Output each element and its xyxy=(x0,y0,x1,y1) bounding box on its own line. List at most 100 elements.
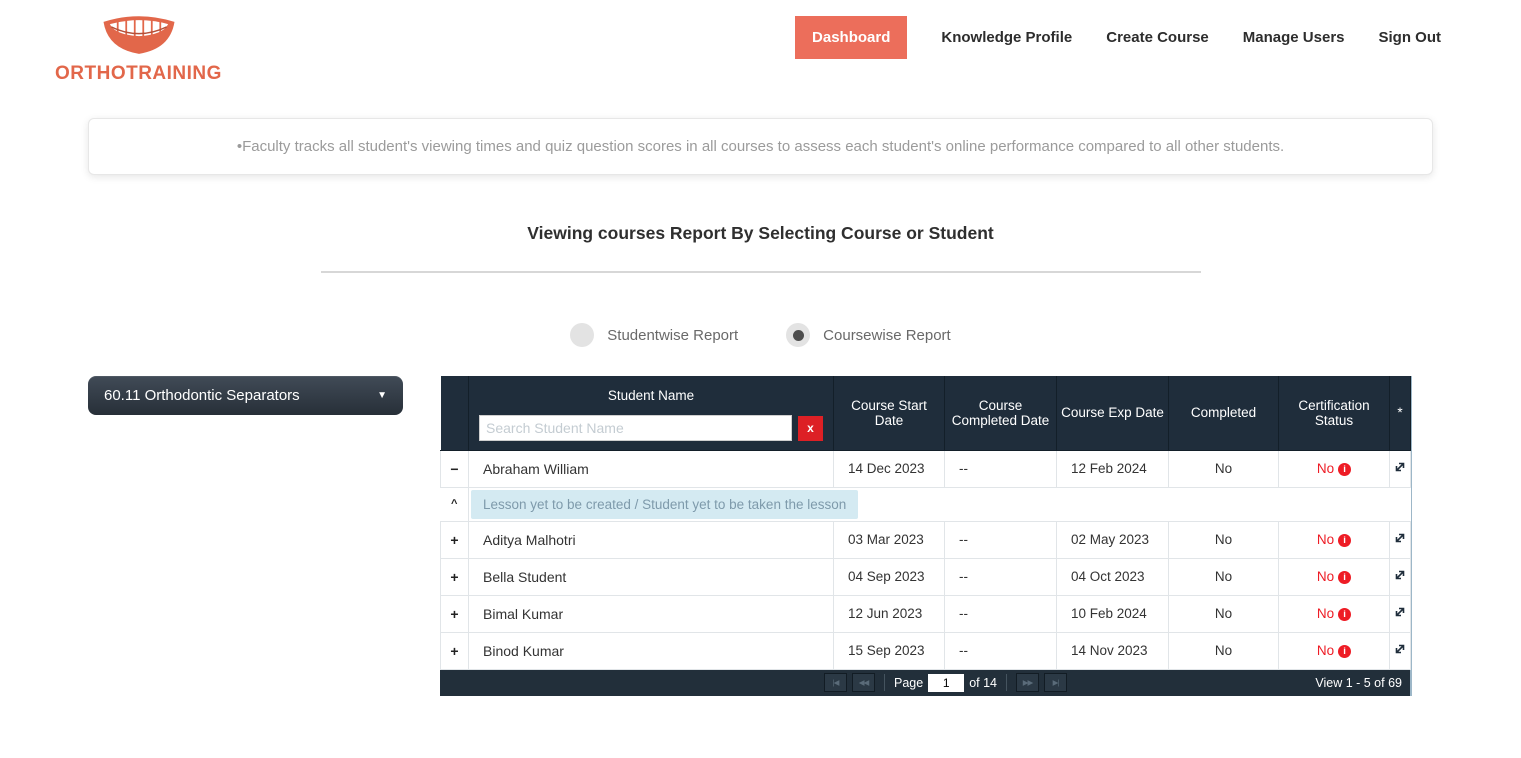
expanded-detail-row: ^ Lesson yet to be created / Student yet… xyxy=(440,486,1411,522)
course-start-date: 03 Mar 2023 xyxy=(833,520,945,559)
grid-pager: |◀ ◀◀ Page of 14 ▶▶ ▶| View 1 - 5 of 69 xyxy=(440,669,1410,696)
table-row: + Bella Student 04 Sep 2023 -- 04 Oct 20… xyxy=(440,557,1411,596)
smile-logo-icon xyxy=(55,12,185,61)
radio-coursewise-label: Coursewise Report xyxy=(823,326,951,344)
pager-view-range: View 1 - 5 of 69 xyxy=(1315,675,1402,690)
chevron-down-icon: ▼ xyxy=(377,390,387,401)
info-icon[interactable]: i xyxy=(1338,607,1352,621)
page-title: Viewing courses Report By Selecting Cour… xyxy=(527,223,994,243)
completed-status: No xyxy=(1168,449,1279,488)
nav-knowledge-profile[interactable]: Knowledge Profile xyxy=(941,29,1073,46)
certification-status: No i xyxy=(1278,520,1390,559)
course-completed-date: -- xyxy=(944,631,1057,670)
radio-selected-icon[interactable] xyxy=(786,323,811,347)
course-start-date: 14 Dec 2023 xyxy=(833,449,945,488)
course-start-date: 12 Jun 2023 xyxy=(833,594,945,633)
completed-status: No xyxy=(1168,631,1279,670)
nav-dashboard[interactable]: Dashboard xyxy=(795,16,908,59)
course-exp-date: 12 Feb 2024 xyxy=(1056,449,1169,488)
student-name: Aditya Malhotri xyxy=(468,520,834,559)
course-start-date: 15 Sep 2023 xyxy=(833,631,945,670)
nav-create-course[interactable]: Create Course xyxy=(1106,29,1209,46)
brand-logo[interactable]: ORTHOTRAINING xyxy=(55,12,222,85)
main-nav: Dashboard Knowledge Profile Create Cours… xyxy=(795,16,1441,59)
header-course-exp-date: Course Exp Date xyxy=(1056,376,1169,451)
expand-row-button[interactable]: + xyxy=(440,594,469,633)
certification-status: No i xyxy=(1278,557,1390,596)
header-toggle-column xyxy=(440,376,469,451)
course-exp-date: 10 Feb 2024 xyxy=(1056,594,1169,633)
course-start-date: 04 Sep 2023 xyxy=(833,557,945,596)
info-banner-text: •Faculty tracks all student's viewing ti… xyxy=(236,138,1285,155)
pager-last-button[interactable]: ▶| xyxy=(1044,673,1068,692)
resize-arrows-icon xyxy=(1395,607,1405,617)
student-name: Abraham William xyxy=(468,449,834,488)
completed-status: No xyxy=(1168,557,1279,596)
course-completed-date: -- xyxy=(944,594,1057,633)
expand-detail-button[interactable] xyxy=(1389,449,1411,488)
course-exp-date: 02 May 2023 xyxy=(1056,520,1169,559)
student-name: Bella Student xyxy=(468,557,834,596)
report-body: 60.11 Orthodontic Separators ▼ Student N… xyxy=(0,376,1521,696)
collapse-row-button[interactable]: − xyxy=(440,449,469,488)
pager-page-input[interactable] xyxy=(928,673,965,692)
pager-first-button[interactable]: |◀ xyxy=(824,673,847,692)
expand-detail-button[interactable] xyxy=(1389,557,1411,596)
pager-prev-button[interactable]: ◀◀ xyxy=(852,673,875,692)
expand-detail-button[interactable] xyxy=(1389,594,1411,633)
table-row: − Abraham William 14 Dec 2023 -- 12 Feb … xyxy=(440,449,1411,488)
pager-controls: |◀ ◀◀ Page of 14 ▶▶ ▶| xyxy=(824,673,1068,692)
course-exp-date: 04 Oct 2023 xyxy=(1056,557,1169,596)
table-row: + Aditya Malhotri 03 Mar 2023 -- 02 May … xyxy=(440,520,1411,559)
brand-name: ORTHOTRAINING xyxy=(55,63,222,84)
expand-row-button[interactable]: + xyxy=(440,557,469,596)
resize-arrows-icon xyxy=(1395,644,1405,654)
pager-total-label: of 14 xyxy=(969,675,998,690)
radio-studentwise-report[interactable]: Studentwise Report xyxy=(570,323,738,347)
pager-next-button[interactable]: ▶▶ xyxy=(1016,673,1040,692)
pager-divider xyxy=(1006,674,1008,691)
expand-detail-button[interactable] xyxy=(1389,520,1411,559)
search-student-input[interactable] xyxy=(479,415,792,441)
header-student-name-label: Student Name xyxy=(607,388,695,403)
radio-studentwise-label: Studentwise Report xyxy=(607,326,739,344)
course-exp-date: 14 Nov 2023 xyxy=(1056,631,1169,670)
table-row: + Binod Kumar 15 Sep 2023 -- 14 Nov 2023… xyxy=(440,631,1411,670)
topbar: ORTHOTRAINING Dashboard Knowledge Profil… xyxy=(0,0,1521,96)
expand-detail-button[interactable] xyxy=(1389,631,1411,670)
info-icon[interactable]: i xyxy=(1338,644,1352,658)
radio-unselected-icon[interactable] xyxy=(570,323,595,347)
detail-message: Lesson yet to be created / Student yet t… xyxy=(471,489,859,519)
course-select-dropdown[interactable]: 60.11 Orthodontic Separators ▼ xyxy=(88,376,403,415)
table-row: + Bimal Kumar 12 Jun 2023 -- 10 Feb 2024… xyxy=(440,594,1411,633)
course-completed-date: -- xyxy=(944,557,1057,596)
info-icon[interactable]: i xyxy=(1338,462,1352,476)
collapse-detail-button[interactable]: ^ xyxy=(440,486,469,522)
info-icon[interactable]: i xyxy=(1338,533,1352,547)
info-icon[interactable]: i xyxy=(1338,570,1352,584)
nav-sign-out[interactable]: Sign Out xyxy=(1378,29,1442,46)
search-clear-button[interactable]: x xyxy=(798,415,823,441)
course-completed-date: -- xyxy=(944,449,1057,488)
certification-status: No i xyxy=(1278,631,1390,670)
expand-row-button[interactable]: + xyxy=(440,520,469,559)
header-student-name: Student Name x xyxy=(468,376,834,451)
student-name: Bimal Kumar xyxy=(468,594,834,633)
pager-page-label: Page xyxy=(894,675,924,690)
header-star: * xyxy=(1389,376,1411,451)
report-type-radios: Studentwise Report Coursewise Report xyxy=(0,323,1521,347)
expand-row-button[interactable]: + xyxy=(440,631,469,670)
resize-arrows-icon xyxy=(1395,462,1405,472)
header-course-completed-date: Course Completed Date xyxy=(944,376,1057,451)
grid-header-row: Student Name x Course Start Date Course … xyxy=(440,376,1411,451)
certification-status: No i xyxy=(1278,594,1390,633)
radio-coursewise-report[interactable]: Coursewise Report xyxy=(786,323,951,347)
resize-arrows-icon xyxy=(1395,570,1405,580)
completed-status: No xyxy=(1168,594,1279,633)
resize-arrows-icon xyxy=(1395,533,1405,543)
nav-manage-users[interactable]: Manage Users xyxy=(1242,29,1345,46)
completed-status: No xyxy=(1168,520,1279,559)
title-divider xyxy=(320,271,1201,273)
certification-status: No i xyxy=(1278,449,1390,488)
info-banner: •Faculty tracks all student's viewing ti… xyxy=(88,118,1433,175)
